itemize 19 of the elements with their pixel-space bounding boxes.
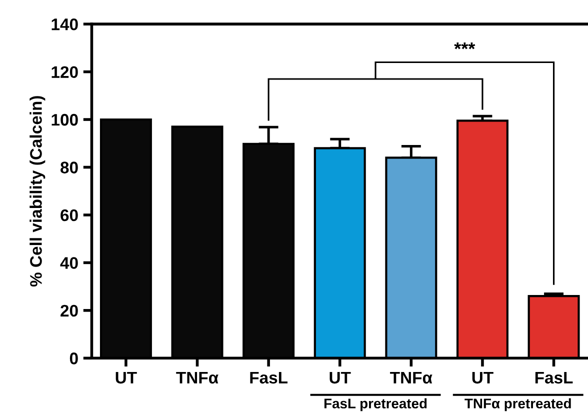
- x-tick-label: FasL: [535, 372, 573, 384]
- x-tick-label: FasL: [250, 372, 288, 384]
- y-tick-label: 60: [60, 209, 78, 222]
- text: FasL pretreated: [324, 398, 427, 412]
- y-tick-label: 120: [52, 66, 78, 78]
- x-tick-label: TNFα: [390, 372, 432, 384]
- x-tick-label: UT: [472, 372, 494, 384]
- y-tick-label: 0: [70, 352, 78, 364]
- y-tick-label: 20: [60, 304, 78, 317]
- y-tick-label: 80: [60, 162, 78, 174]
- y-tick-label: 40: [60, 257, 78, 269]
- y-axis-title: % Cell viability (Calcein): [30, 96, 46, 287]
- x-tick-label: UT: [330, 372, 351, 384]
- x-tick-label: UT: [116, 372, 137, 384]
- annotation: ***: [454, 42, 476, 50]
- x-tick-label: TNFα: [176, 372, 218, 384]
- text: TNFα pretreated: [464, 398, 571, 412]
- y-tick-label: 100: [52, 114, 78, 126]
- y-tick-label: 140: [52, 18, 78, 30]
